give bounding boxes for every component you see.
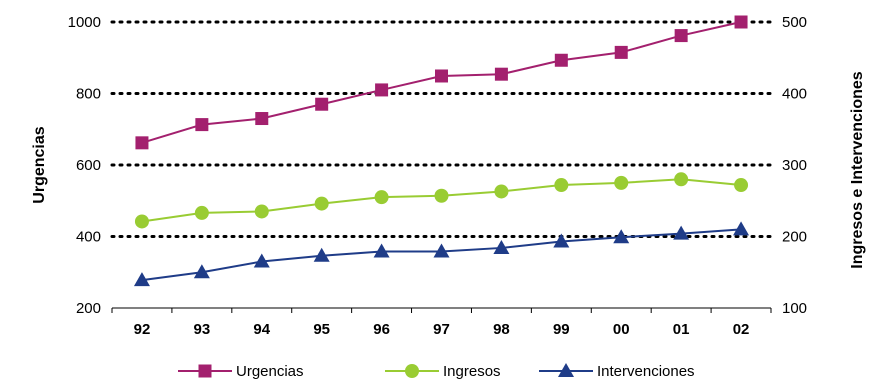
x-tick-label: 02 — [733, 321, 750, 338]
legend-item-urgencias: Urgencias — [178, 363, 304, 380]
right-tick-label: 200 — [782, 229, 807, 246]
legend-marker — [558, 363, 574, 377]
data-point-ingresos — [434, 188, 449, 203]
data-point-intervenciones — [553, 233, 570, 248]
data-point-ingresos — [614, 175, 629, 190]
x-tick-label: 98 — [493, 321, 510, 338]
legend-item-intervenciones: Intervenciones — [539, 363, 695, 380]
series-layer — [133, 15, 750, 287]
data-point-intervenciones — [673, 225, 690, 240]
x-tick-label: 99 — [553, 321, 570, 338]
right-axis-ticks: 100 200 300 400 500 — [782, 14, 807, 317]
data-point-intervenciones — [613, 229, 630, 244]
legend: Urgencias Ingresos Intervenciones — [178, 363, 695, 380]
data-point-urgencias — [614, 45, 628, 59]
data-point-intervenciones — [733, 221, 750, 236]
data-point-urgencias — [195, 118, 209, 132]
right-tick-label: 100 — [782, 300, 807, 317]
x-tick-label: 96 — [373, 321, 390, 338]
x-tick-label: 95 — [313, 321, 330, 338]
x-tick-label: 01 — [673, 321, 690, 338]
legend-label: Urgencias — [236, 363, 304, 380]
data-point-intervenciones — [193, 264, 210, 279]
x-tick-label: 97 — [433, 321, 450, 338]
series-intervenciones — [133, 221, 750, 287]
data-point-urgencias — [435, 69, 448, 83]
data-point-urgencias — [135, 136, 149, 150]
x-tick-label: 94 — [253, 321, 270, 338]
data-point-ingresos — [134, 214, 149, 229]
left-tick-label: 200 — [76, 300, 101, 317]
data-point-intervenciones — [373, 243, 390, 258]
left-axis-ticks: 200 400 600 800 1000 — [68, 14, 101, 317]
left-tick-label: 400 — [76, 229, 101, 246]
data-point-intervenciones — [493, 239, 510, 254]
data-point-intervenciones — [253, 253, 270, 268]
left-tick-label: 800 — [76, 86, 101, 103]
data-point-ingresos — [734, 178, 749, 193]
series-urgencias — [135, 15, 748, 150]
data-point-urgencias — [375, 83, 389, 97]
data-point-urgencias — [734, 15, 748, 29]
data-point-urgencias — [554, 53, 568, 67]
series-ingresos — [134, 172, 749, 229]
data-point-urgencias — [255, 112, 269, 126]
data-point-ingresos — [314, 196, 329, 211]
data-point-urgencias — [674, 29, 688, 43]
legend-item-ingresos: Ingresos — [385, 363, 501, 380]
data-point-ingresos — [494, 184, 509, 199]
axes — [111, 307, 772, 313]
x-tick-label: 93 — [194, 321, 211, 338]
right-axis-title: Ingresos e Intervenciones — [849, 71, 866, 269]
x-axis-ticks: 92 93 94 95 96 97 98 99 00 01 02 — [134, 321, 750, 338]
data-point-ingresos — [194, 205, 209, 220]
x-tick-label: 00 — [613, 321, 630, 338]
data-point-intervenciones — [133, 272, 150, 287]
legend-label: Ingresos — [443, 363, 501, 380]
data-point-intervenciones — [313, 247, 330, 262]
right-tick-label: 400 — [782, 86, 807, 103]
legend-marker — [405, 364, 419, 378]
left-axis-title: Urgencias — [31, 126, 48, 203]
data-point-ingresos — [554, 178, 569, 193]
data-point-intervenciones — [433, 243, 450, 258]
right-tick-label: 300 — [782, 157, 807, 174]
legend-marker — [198, 364, 212, 378]
data-point-urgencias — [315, 97, 329, 111]
data-point-ingresos — [674, 172, 689, 187]
legend-label: Intervenciones — [597, 363, 695, 380]
data-point-urgencias — [494, 67, 508, 81]
left-tick-label: 600 — [76, 157, 101, 174]
data-point-ingresos — [254, 204, 269, 219]
x-tick-label: 92 — [134, 321, 151, 338]
gridlines — [110, 20, 773, 238]
left-tick-label: 1000 — [68, 14, 101, 31]
data-point-ingresos — [374, 190, 389, 205]
right-tick-label: 500 — [782, 14, 807, 31]
